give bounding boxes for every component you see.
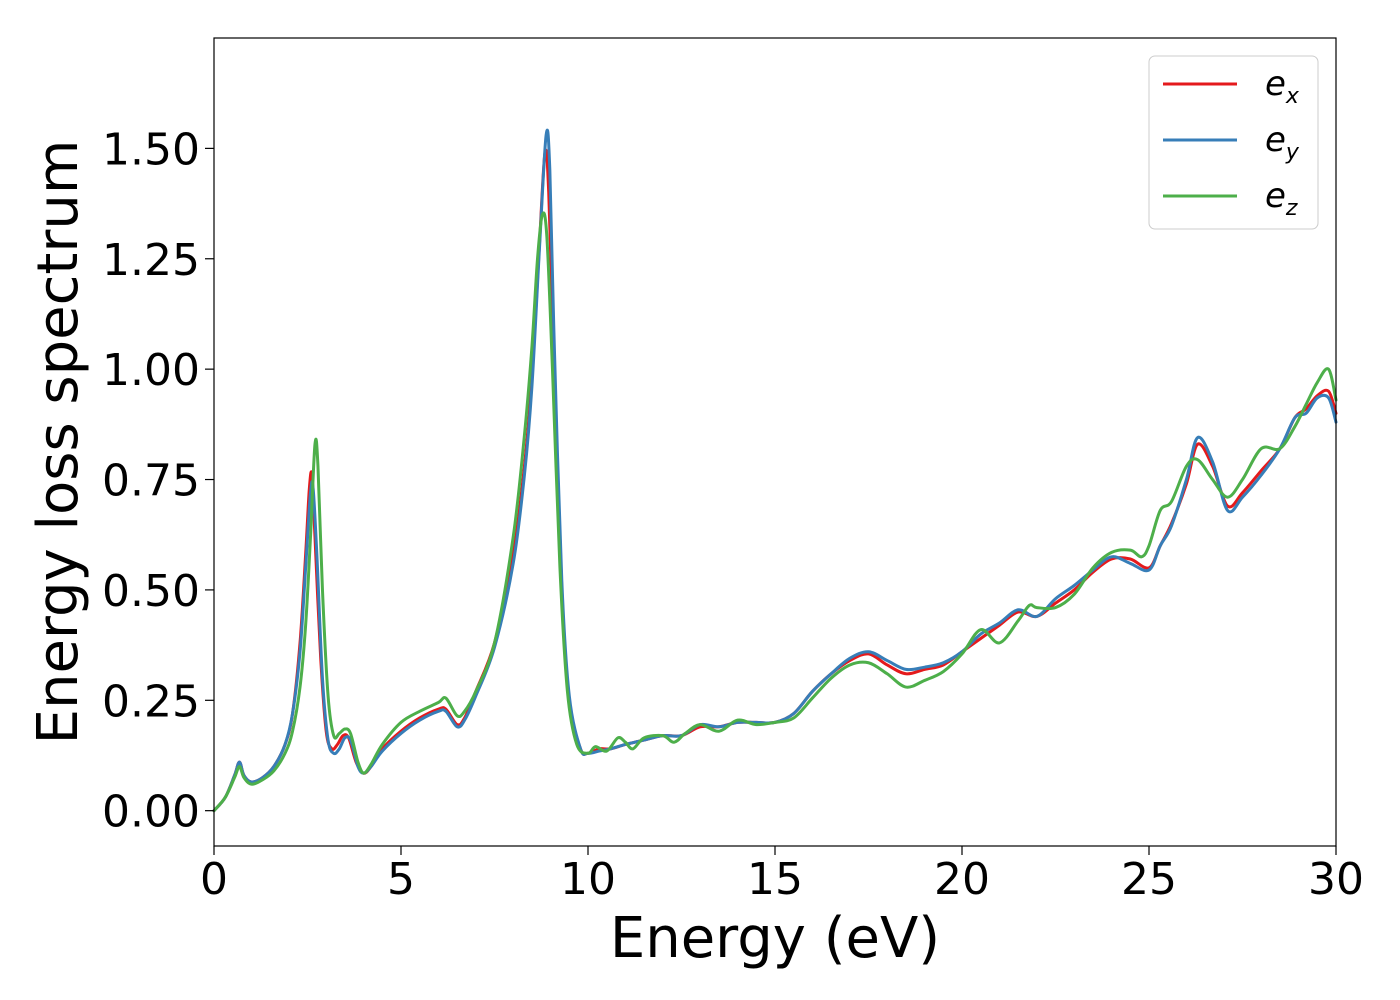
y-tick-label: 1.25 [102,235,200,286]
series-line-y [212,128,1338,813]
legend-label-subscript: z [1285,196,1298,221]
x-axis-label: Energy (eV) [610,906,940,971]
legend-label-base: e [1265,176,1286,216]
legend-label-base: e [1265,120,1286,160]
y-tick-label: 0.25 [102,676,200,727]
legend-label-y: ey [1265,120,1300,165]
y-tick-label: 1.50 [102,124,200,175]
x-tick-label: 0 [200,854,228,905]
series-line-x [212,148,1338,813]
legend-label-x: ex [1265,64,1300,109]
legend-box [1148,55,1319,230]
x-tick-label: 15 [747,854,803,905]
y-tick-label: 0.00 [102,787,200,838]
x-axis: 0 5 10 15 20 25 30 [200,846,1364,905]
y-axis: 0.00 0.25 0.50 0.75 1.00 1.25 1.50 [102,124,214,838]
y-tick-label: 0.50 [102,566,200,617]
y-tick-label: 1.00 [102,345,200,396]
series-lines [212,128,1338,813]
x-tick-label: 25 [1121,854,1177,905]
y-axis-label: Energy loss spectrum [26,140,91,745]
x-tick-label: 10 [560,854,616,905]
y-tick-label: 0.75 [102,456,200,507]
x-tick-label: 20 [934,854,990,905]
x-tick-label: 30 [1308,854,1364,905]
legend-label-subscript: x [1285,84,1300,109]
legend-label-z: ez [1265,176,1298,221]
legend-label-base: e [1265,64,1286,104]
x-tick-label: 5 [387,854,415,905]
series-line-z [212,211,1338,813]
legend-label-subscript: y [1285,140,1300,165]
